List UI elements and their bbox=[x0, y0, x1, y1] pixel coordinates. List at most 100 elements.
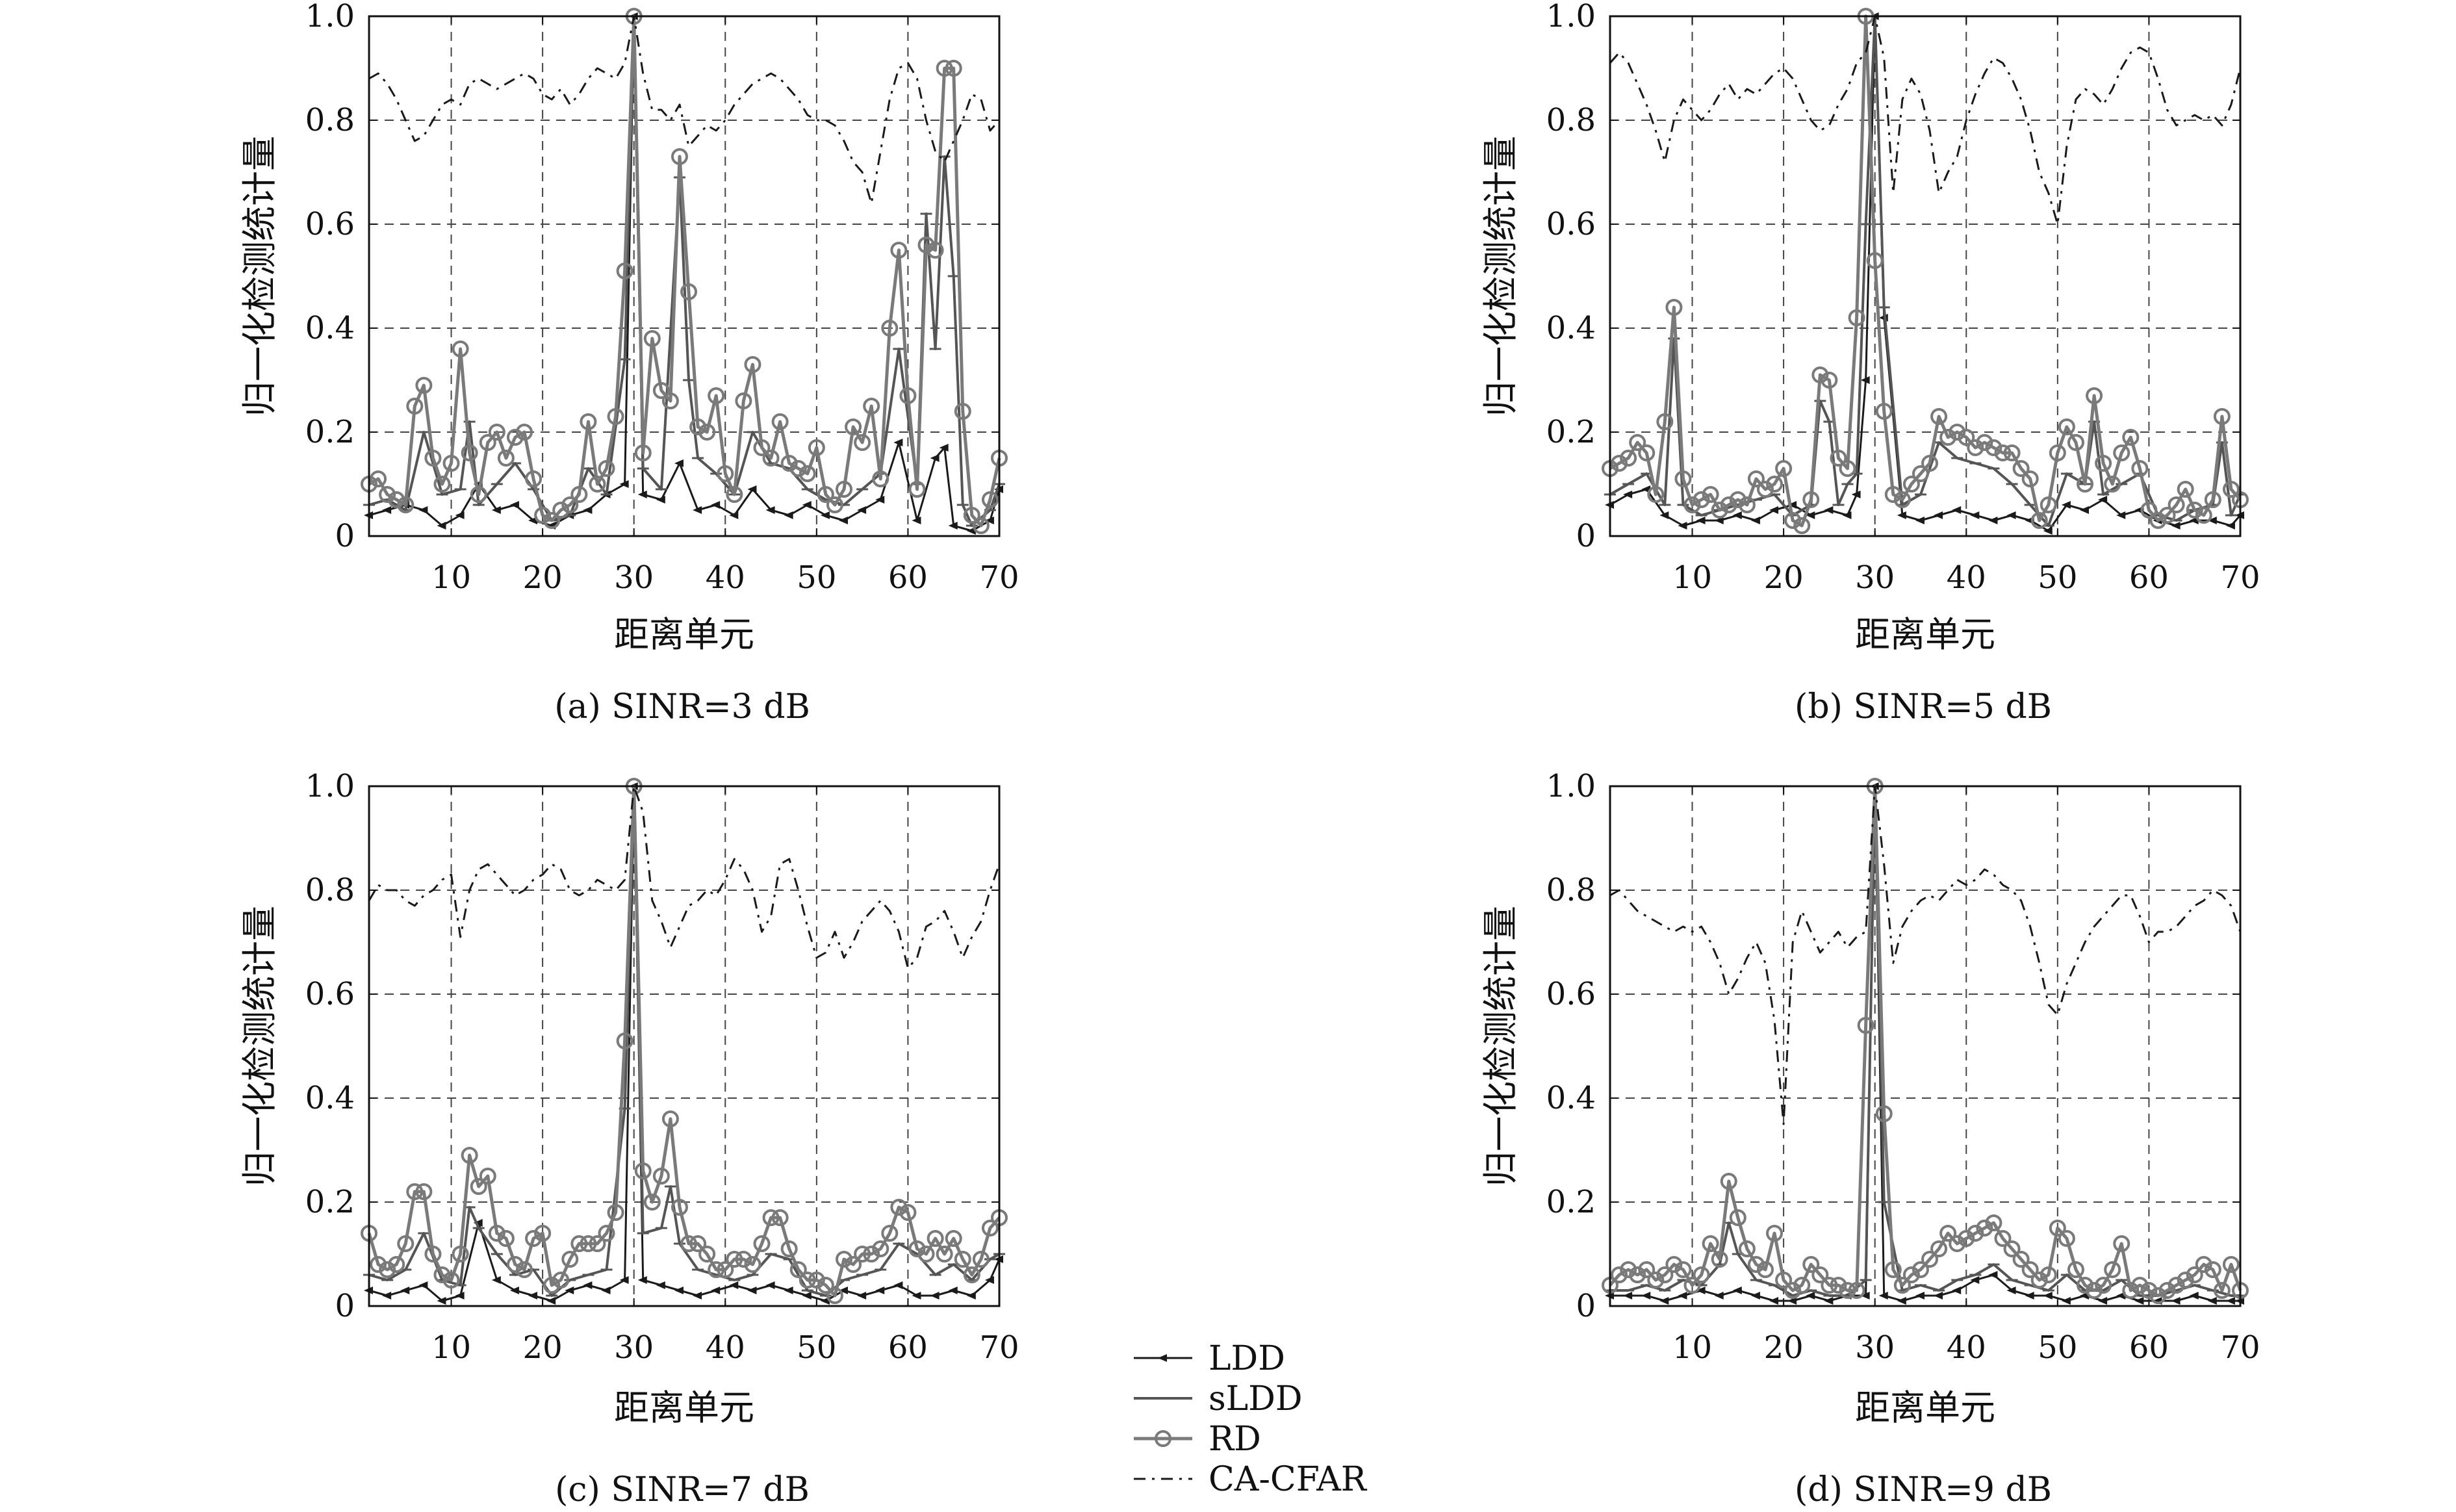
rd-marker bbox=[936, 1246, 953, 1262]
rd-marker bbox=[442, 1272, 460, 1288]
ldd-marker bbox=[583, 1281, 593, 1289]
rd-marker bbox=[1893, 491, 1911, 508]
rd-marker bbox=[1875, 403, 1893, 420]
series-sldd bbox=[363, 785, 1005, 1297]
rd-marker bbox=[2113, 444, 2130, 461]
plot-frame bbox=[368, 15, 1001, 537]
rd-marker bbox=[379, 486, 396, 503]
ldd-marker bbox=[1842, 511, 1852, 519]
ldd-marker bbox=[1769, 1297, 1779, 1305]
rd-marker bbox=[397, 1235, 415, 1252]
ldd-marker bbox=[437, 1297, 446, 1305]
rd-marker bbox=[543, 512, 561, 529]
rd-marker bbox=[2140, 1282, 2158, 1299]
ldd-marker bbox=[1952, 506, 1962, 514]
rd-marker bbox=[470, 1178, 487, 1195]
ldd-marker bbox=[2189, 1292, 2199, 1300]
rd-marker bbox=[1930, 408, 1948, 425]
rd-marker bbox=[789, 460, 807, 477]
rd-marker bbox=[1967, 439, 1984, 456]
rd-marker bbox=[927, 1230, 944, 1247]
rd-marker bbox=[1985, 1214, 2002, 1231]
rd-marker bbox=[1756, 1261, 1774, 1278]
rd-marker bbox=[744, 1256, 761, 1273]
rd-marker bbox=[2049, 1220, 2066, 1237]
ldd-marker bbox=[601, 1287, 611, 1294]
rd-marker bbox=[552, 1272, 570, 1288]
rd-marker bbox=[1811, 366, 1829, 383]
y-tick-label: 0 bbox=[335, 1288, 355, 1324]
rd-marker bbox=[470, 486, 487, 503]
rd-marker bbox=[1902, 476, 1920, 493]
x-tick-label: 20 bbox=[1764, 1329, 1804, 1366]
legend-label: sLDD bbox=[1209, 1379, 1303, 1418]
rd-marker bbox=[1775, 460, 1793, 477]
y-tick-label: 0.8 bbox=[305, 872, 355, 908]
x-tick-label: 10 bbox=[1672, 559, 1712, 596]
ldd-marker bbox=[1787, 501, 1797, 509]
rd-marker bbox=[1958, 429, 1975, 446]
rd-marker bbox=[735, 1251, 752, 1268]
ldd-marker bbox=[1806, 511, 1815, 519]
legend-item-sldd: sLDD bbox=[1134, 1379, 1303, 1418]
y-tick-label: 0.8 bbox=[1546, 102, 1596, 138]
ldd-marker bbox=[802, 501, 812, 509]
rd-marker bbox=[570, 1235, 588, 1252]
ldd-marker bbox=[1641, 1292, 1651, 1300]
series-rd bbox=[1602, 778, 2249, 1304]
y-tick-label: 1.0 bbox=[305, 0, 355, 34]
series-rd bbox=[361, 778, 1008, 1304]
rd-marker bbox=[661, 392, 679, 409]
rd-marker bbox=[1702, 1235, 1719, 1252]
rd-marker bbox=[826, 496, 843, 513]
rd-marker bbox=[479, 434, 496, 451]
ldd-marker bbox=[583, 506, 593, 514]
rd-marker bbox=[881, 1225, 899, 1242]
ldd-marker bbox=[729, 1281, 739, 1289]
rd-marker bbox=[616, 263, 633, 279]
ldd-marker bbox=[656, 496, 665, 504]
ldd-marker bbox=[2098, 496, 2108, 504]
rd-marker bbox=[2086, 387, 2103, 404]
series-cacfar bbox=[368, 785, 1001, 969]
x-tick-label: 60 bbox=[2129, 559, 2169, 596]
ldd-marker bbox=[802, 1292, 812, 1300]
rd-marker bbox=[424, 1246, 442, 1262]
y-tick-label: 0 bbox=[1576, 518, 1596, 554]
legend-label: LDD bbox=[1209, 1339, 1285, 1378]
rd-marker bbox=[890, 242, 908, 259]
ldd-marker bbox=[2061, 1297, 2071, 1305]
rd-marker bbox=[698, 424, 716, 441]
ldd-marker bbox=[2225, 522, 2235, 530]
ldd-marker bbox=[637, 491, 647, 498]
rd-marker bbox=[1857, 1017, 1874, 1034]
rd-marker bbox=[1793, 1277, 1811, 1294]
ldd-marker bbox=[939, 444, 949, 452]
rd-marker bbox=[808, 439, 825, 456]
rd-marker bbox=[534, 1225, 552, 1242]
rd-marker bbox=[789, 1261, 807, 1278]
ldd-marker bbox=[1934, 511, 1943, 519]
rd-marker bbox=[1693, 1266, 1710, 1283]
rd-marker bbox=[963, 1266, 980, 1283]
rd-marker bbox=[726, 1251, 743, 1268]
rd-marker bbox=[1830, 1277, 1847, 1294]
y-tick-label: 1.0 bbox=[1546, 0, 1596, 34]
rd-marker bbox=[2131, 460, 2149, 477]
rd-marker bbox=[945, 1230, 962, 1247]
ldd-marker bbox=[893, 439, 903, 446]
rd-marker bbox=[1848, 309, 1865, 326]
ldd-marker bbox=[857, 1292, 867, 1300]
ldd-marker bbox=[637, 1276, 647, 1284]
ldd-marker bbox=[930, 1292, 940, 1300]
rd-marker bbox=[1976, 1220, 1993, 1237]
rd-marker bbox=[2168, 496, 2185, 513]
rd-marker bbox=[1985, 439, 2002, 456]
rd-marker bbox=[972, 1251, 990, 1268]
rd-marker bbox=[1802, 491, 1820, 508]
rd-marker bbox=[543, 1277, 561, 1294]
ldd-marker bbox=[784, 511, 793, 519]
rd-marker bbox=[1756, 481, 1774, 498]
rd-marker bbox=[1848, 1282, 1865, 1299]
